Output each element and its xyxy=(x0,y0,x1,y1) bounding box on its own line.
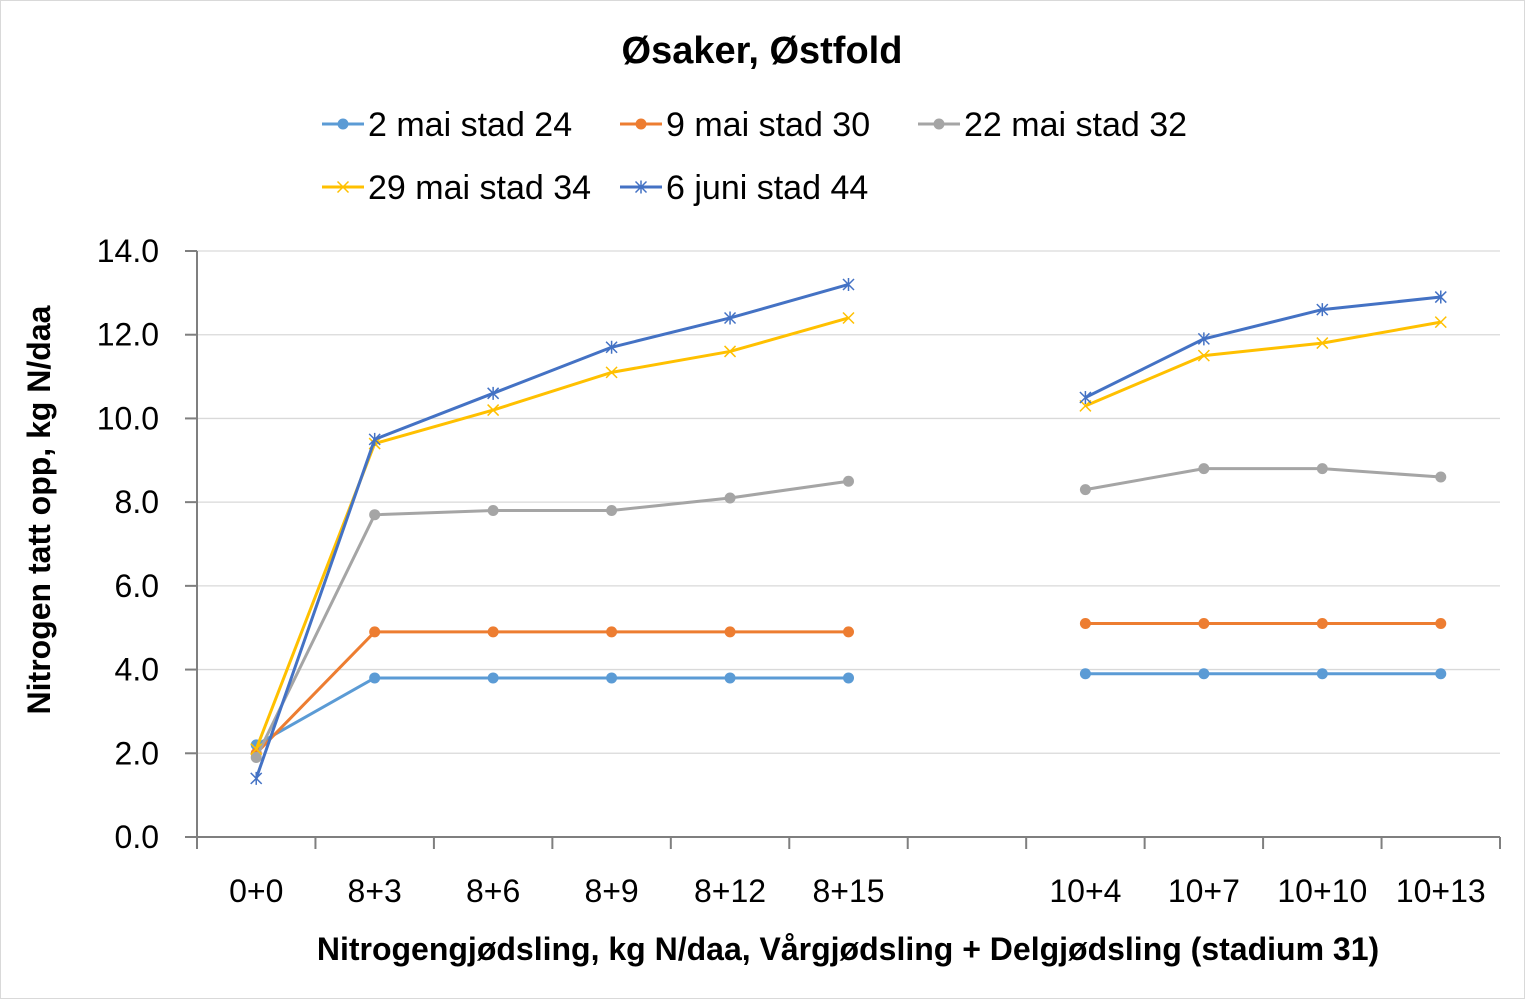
marker-x xyxy=(336,180,350,194)
marker-circle xyxy=(337,118,349,130)
marker-star xyxy=(842,277,855,291)
marker-circle xyxy=(606,505,618,517)
axes: 0.0 2.0 4.0 6.0 8.0 10.0 12.0 14.0 0+0 8+3 8+6 8+9 8… xyxy=(97,233,1501,909)
marker-circle xyxy=(250,751,262,763)
marker-circle xyxy=(1435,668,1447,680)
series-group xyxy=(250,277,1447,785)
legend-item: 22 mai stad 32 xyxy=(918,106,1187,144)
marker-circle xyxy=(1435,618,1447,630)
marker-circle xyxy=(1079,484,1091,496)
marker-circle xyxy=(1435,471,1447,483)
marker-circle xyxy=(1316,618,1328,630)
legend-label: 6 juni stad 44 xyxy=(666,169,868,207)
y-tick-label: 8.0 xyxy=(115,484,159,520)
marker-star xyxy=(724,311,737,325)
series-6-juni-stad-44 xyxy=(250,277,1447,785)
x-axis-label: Nitrogengjødsling, kg N/daa, Vårgjødslin… xyxy=(317,931,1379,967)
marker-x xyxy=(1197,349,1210,362)
marker-x xyxy=(842,311,855,325)
y-tick-label: 10.0 xyxy=(97,400,159,436)
legend-label: 9 mai stad 30 xyxy=(666,106,870,144)
marker-star xyxy=(250,771,263,785)
legend-item: 29 mai stad 34 xyxy=(322,169,591,207)
marker-star xyxy=(605,340,618,354)
marker-circle xyxy=(487,672,499,684)
marker-circle xyxy=(635,118,647,130)
marker-circle xyxy=(724,492,736,504)
x-tick-label: 10+7 xyxy=(1168,873,1240,909)
marker-circle xyxy=(1316,668,1328,680)
marker-circle xyxy=(843,626,854,638)
marker-star xyxy=(634,180,648,194)
x-tick-label: 0+0 xyxy=(229,873,283,909)
marker-circle xyxy=(1079,668,1091,680)
x-tick-label: 8+12 xyxy=(694,873,766,909)
legend-item: 2 mai stad 24 xyxy=(322,106,572,144)
marker-circle xyxy=(724,672,736,684)
marker-circle xyxy=(843,672,854,684)
x-tick-label: 8+15 xyxy=(812,873,884,909)
marker-circle xyxy=(1198,668,1210,680)
marker-circle xyxy=(487,626,499,638)
x-tick-label: 10+10 xyxy=(1277,873,1367,909)
marker-circle xyxy=(369,672,381,684)
marker-circle xyxy=(606,672,618,684)
series-line xyxy=(255,622,1441,755)
marker-circle xyxy=(1198,618,1210,630)
marker-star xyxy=(1316,303,1329,317)
marker-circle xyxy=(933,118,945,130)
legend-label: 2 mai stad 24 xyxy=(368,106,572,144)
marker-x xyxy=(605,366,618,379)
gridlines xyxy=(197,250,1500,754)
y-axis-label: Nitrogen tatt opp, kg N/daa xyxy=(21,305,57,714)
series-22-mai-stad-32 xyxy=(250,463,1447,763)
series-29-mai-stad-34 xyxy=(250,311,1447,756)
marker-circle xyxy=(843,475,854,487)
marker-x xyxy=(250,743,263,756)
legend-label: 22 mai stad 32 xyxy=(964,106,1187,144)
x-tick-label: 10+4 xyxy=(1049,873,1121,909)
marker-circle xyxy=(1198,463,1210,475)
marker-star xyxy=(1434,290,1447,304)
marker-star xyxy=(487,386,500,400)
y-tick-label: 4.0 xyxy=(115,652,159,688)
legend-item: 9 mai stad 30 xyxy=(620,106,870,144)
x-tick-label: 8+3 xyxy=(348,873,402,909)
marker-circle xyxy=(1079,618,1091,630)
marker-x xyxy=(487,404,500,417)
y-tick-label: 12.0 xyxy=(97,317,159,353)
marker-circle xyxy=(369,626,381,638)
series-line xyxy=(254,316,1442,750)
marker-circle xyxy=(369,509,381,521)
marker-star xyxy=(1197,332,1210,346)
series-2-mai-stad-24 xyxy=(250,668,1447,751)
marker-circle xyxy=(487,505,499,517)
marker-x xyxy=(1316,337,1329,350)
series-line xyxy=(255,672,1441,747)
marker-circle xyxy=(606,626,618,638)
legend-label: 29 mai stad 34 xyxy=(368,169,591,207)
y-tick-label: 0.0 xyxy=(115,819,159,855)
x-tick-label: 10+13 xyxy=(1396,873,1486,909)
series-line xyxy=(254,467,1441,759)
marker-circle xyxy=(1316,463,1328,475)
y-tick-label: 6.0 xyxy=(115,568,159,604)
x-tick-label: 8+9 xyxy=(584,873,638,909)
marker-star xyxy=(1079,391,1092,404)
chart-title: Øsaker, Østfold xyxy=(622,30,903,72)
marker-x xyxy=(1434,316,1447,329)
y-tick-label: 2.0 xyxy=(115,735,159,771)
x-tick-label: 8+6 xyxy=(466,873,520,909)
legend-item: 6 juni stad 44 xyxy=(620,169,868,207)
marker-star xyxy=(368,432,381,446)
series-9-mai-stad-30 xyxy=(250,618,1447,759)
series-line xyxy=(254,283,1441,779)
marker-circle xyxy=(724,626,736,638)
y-tick-label: 14.0 xyxy=(97,233,159,269)
legend: 2 mai stad 24 9 mai stad 30 22 mai stad 32… xyxy=(322,106,1187,207)
marker-x xyxy=(724,345,737,358)
